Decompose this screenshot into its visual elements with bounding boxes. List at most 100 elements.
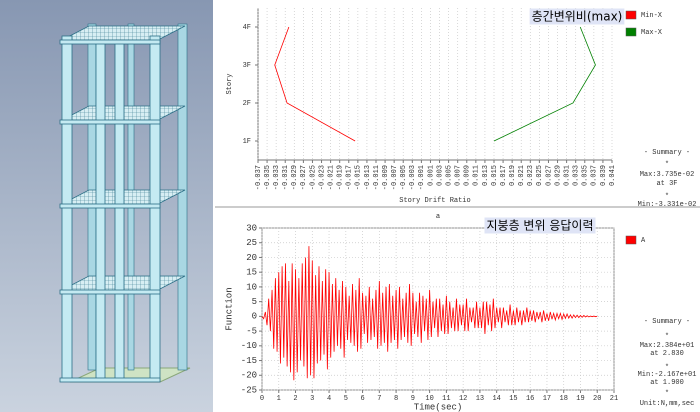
x-tick-label: 0.027: [545, 165, 553, 186]
x-tick-label: 7: [377, 395, 381, 403]
x-tick-label: 17: [543, 395, 551, 403]
x-tick-label: 0.025: [536, 165, 544, 186]
beam: [60, 378, 160, 382]
x-tick-label: 0.001: [427, 165, 435, 186]
x-tick-label: -0.003: [409, 165, 417, 190]
y-tick-label: 0: [252, 312, 257, 322]
x-tick-label: 1: [277, 395, 281, 403]
series-line: [494, 27, 595, 141]
beam: [60, 290, 160, 294]
x-tick-label: 14: [492, 395, 500, 403]
summary-line: *: [665, 193, 669, 201]
legend-swatch: [626, 11, 636, 19]
summary-line: at 2.830: [650, 350, 684, 358]
summary-line: Min:-2.167e+01: [638, 371, 697, 379]
beam: [60, 120, 160, 124]
x-tick-label: 13: [476, 395, 484, 403]
x-tick-label: -0.005: [400, 165, 408, 190]
x-tick-label: 3: [310, 395, 314, 403]
summary-line: at 3F: [656, 180, 677, 188]
x-tick-label: 0.003: [436, 165, 444, 186]
x-tick-label: 0.021: [518, 165, 526, 186]
x-tick-label: -0.015: [355, 165, 363, 190]
annotation: 지붕층 변위 응답이력: [487, 219, 594, 233]
screen: -0.037-0.035-0.033-0.031-0.029-0.027-0.0…: [0, 0, 700, 412]
x-tick-label: -0.001: [418, 165, 426, 190]
x-tick-label: -0.007: [391, 165, 399, 190]
summary-line: Max:3.735e-02: [640, 171, 695, 179]
x-tick-label: 0.009: [464, 165, 472, 186]
column: [178, 24, 187, 370]
x-tick-label: 0.011: [473, 165, 481, 186]
x-tick-label: 0.037: [591, 165, 599, 186]
x-tick-label: 0.013: [482, 165, 490, 186]
y-tick-label: -15: [241, 356, 257, 366]
x-tick-label: -0.023: [318, 165, 326, 190]
x-tick-label: 16: [526, 395, 534, 403]
x-tick-label: -0.029: [291, 165, 299, 190]
x-tick-label: -0.027: [300, 165, 308, 190]
summary-line: Unit:N,mm,sec: [640, 400, 695, 408]
x-tick-label: 0.005: [445, 165, 453, 186]
x-tick-label: -0.033: [273, 165, 281, 190]
x-tick-label: 21: [610, 395, 618, 403]
x-tick-label: 0.035: [582, 165, 590, 186]
column: [115, 40, 124, 381]
y-tick-label: 4F: [243, 24, 251, 32]
y-axis-label: Function: [224, 287, 234, 330]
chart-title: a: [436, 213, 440, 221]
x-tick-label: 6: [360, 395, 364, 403]
y-tick-label: 20: [246, 253, 257, 263]
x-tick-label: -0.017: [346, 165, 354, 190]
x-tick-label: -0.031: [282, 165, 290, 190]
y-tick-label: 3F: [243, 62, 251, 70]
x-tick-label: -0.019: [337, 165, 345, 190]
x-axis-label: Time(sec): [414, 402, 463, 412]
y-tick-label: -20: [241, 371, 257, 381]
legend-swatch: [626, 28, 636, 36]
y-tick-label: 15: [246, 268, 257, 278]
y-tick-label: 5: [252, 297, 257, 307]
summary-line: at 1.900: [650, 379, 684, 387]
x-tick-label: 0.033: [573, 165, 581, 186]
x-tick-label: 0.029: [554, 165, 562, 186]
y-tick-label: 2F: [243, 100, 251, 108]
y-tick-label: -10: [241, 341, 257, 351]
y-tick-label: -25: [241, 385, 257, 395]
summary-line: Min:-3.331e-02: [638, 201, 697, 209]
summary-line: Max:2.384e+01: [640, 342, 695, 350]
x-tick-label: -0.013: [364, 165, 372, 190]
summary-line: *: [665, 161, 669, 169]
y-tick-label: 25: [246, 238, 257, 248]
x-tick-label: 4: [327, 395, 331, 403]
x-tick-label: 18: [560, 395, 568, 403]
summary-line: - Summary -: [644, 149, 690, 157]
x-tick-label: 2: [293, 395, 297, 403]
x-axis-label: Story Drift Ratio: [399, 197, 470, 205]
x-tick-label: -0.025: [309, 165, 317, 190]
x-tick-label: -0.021: [327, 165, 335, 190]
x-tick-label: -0.011: [373, 165, 381, 190]
x-tick-label: 0.019: [509, 165, 517, 186]
x-tick-label: 0.041: [609, 165, 617, 186]
x-tick-label: 0.007: [455, 165, 463, 186]
x-tick-label: 0.031: [563, 165, 571, 186]
beam: [60, 40, 160, 44]
x-tick-label: 0.017: [500, 165, 508, 186]
summary-line: *: [665, 390, 669, 398]
y-tick-label: 1F: [243, 138, 251, 146]
x-tick-label: 0.023: [527, 165, 535, 186]
legend-label: Max-X: [641, 29, 663, 37]
column: [62, 36, 72, 381]
x-tick-label: 0.039: [600, 165, 608, 186]
x-tick-label: 0.015: [491, 165, 499, 186]
x-tick-label: -0.037: [255, 165, 263, 190]
x-tick-label: 20: [593, 395, 601, 403]
x-tick-label: 0: [260, 395, 264, 403]
x-tick-label: 15: [509, 395, 517, 403]
y-axis-label: Story: [226, 73, 234, 94]
x-tick-label: 19: [576, 395, 584, 403]
x-tick-label: 8: [394, 395, 398, 403]
x-tick-label: 5: [344, 395, 348, 403]
y-tick-label: 30: [246, 223, 257, 233]
